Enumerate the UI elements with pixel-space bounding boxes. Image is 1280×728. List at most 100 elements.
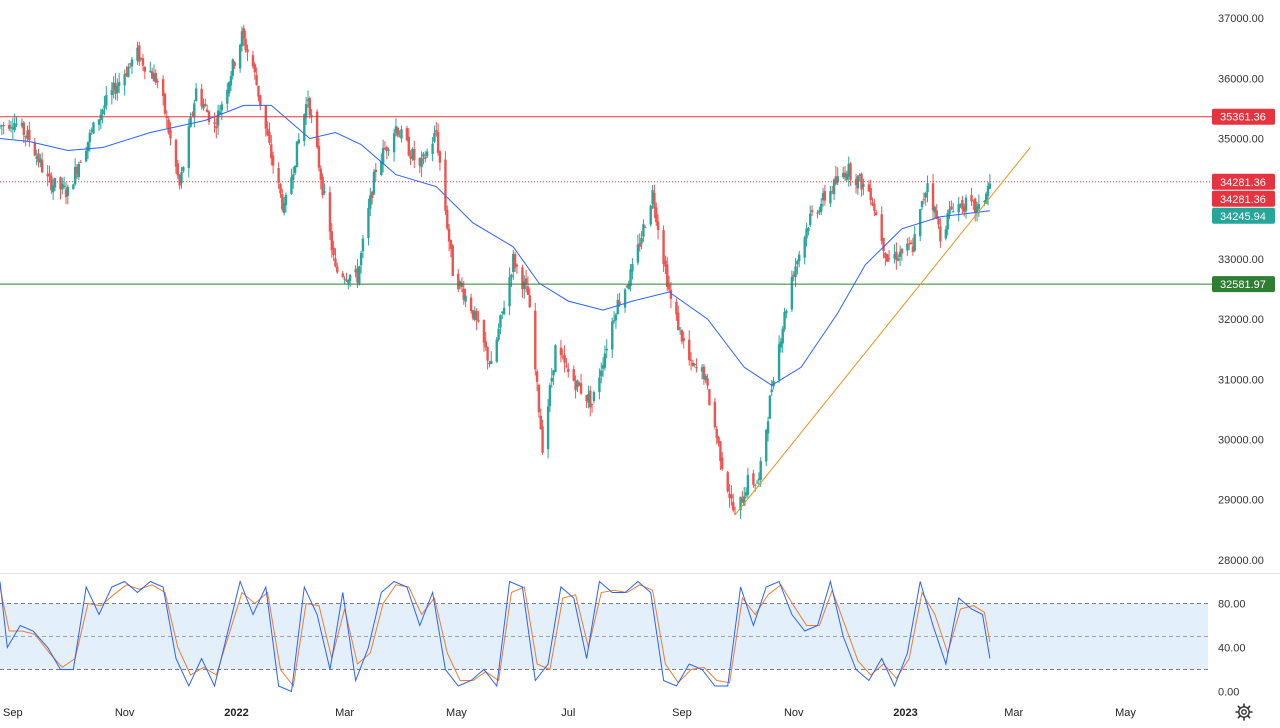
candle-body [601, 365, 605, 369]
candle-body [345, 279, 348, 281]
oscillator-axis[interactable]: 80.00 40.00 0.00 [1218, 599, 1246, 699]
candle-body [90, 130, 93, 132]
candle-body [116, 85, 119, 93]
candle-body [713, 401, 717, 428]
main-pane[interactable] [0, 24, 1280, 574]
gear-icon[interactable] [1235, 703, 1253, 721]
candle-body [193, 103, 196, 118]
candle-body [161, 79, 165, 96]
candle-body [719, 441, 722, 462]
candle-body [409, 156, 412, 159]
candle-body [321, 176, 324, 196]
candle-body [255, 75, 258, 86]
candle-body [418, 158, 421, 166]
candle-body [323, 191, 326, 193]
candle-body [266, 129, 269, 136]
candle-body [123, 74, 126, 86]
candle-body [675, 301, 678, 315]
candle-body [576, 380, 579, 388]
candle-body [739, 496, 742, 511]
time-axis[interactable]: Sep Nov 2022 Mar May Jul Sep Nov 2023 Mar May [3, 707, 1136, 719]
price-tick-label: 30000.00 [1218, 435, 1264, 447]
candle-body [293, 165, 297, 174]
candle-body [895, 251, 898, 260]
price-tag [1212, 108, 1275, 125]
candle-body [7, 124, 11, 129]
candle-body [535, 371, 539, 382]
candle-body [574, 381, 577, 391]
candle-body [348, 274, 352, 282]
candle-body [39, 158, 42, 163]
candle-body [499, 315, 502, 328]
candle-body [268, 131, 271, 143]
candle-body [59, 177, 62, 190]
candle-body [449, 239, 453, 249]
candle-body [11, 127, 15, 129]
candle-body [138, 45, 141, 62]
candle-body [101, 109, 104, 115]
candle-body [572, 369, 575, 381]
candle-body [642, 224, 645, 237]
price-tag-label: 32581.97 [1220, 279, 1266, 291]
candle-body [623, 289, 627, 308]
candle-body [35, 156, 38, 159]
candle-body [792, 274, 795, 277]
candle-body [220, 104, 224, 111]
price-tick-label: 36000.00 [1218, 73, 1264, 85]
candle-body [537, 384, 541, 413]
candle-body [961, 200, 964, 210]
candle-body [963, 206, 966, 213]
candle-body [383, 148, 387, 150]
price-tick-label: 35000.00 [1218, 133, 1264, 145]
candle-body [579, 383, 583, 394]
candle-body [612, 320, 616, 322]
candle-body [152, 73, 156, 82]
candle-body [680, 330, 684, 342]
candle-body [926, 183, 929, 193]
candle-body [381, 147, 385, 165]
candle-body [361, 238, 365, 252]
candle-body [820, 203, 823, 212]
candle-body [394, 126, 398, 133]
candle-body [715, 429, 718, 438]
candle-body [398, 136, 401, 138]
candle-body [191, 113, 194, 115]
candle-body [691, 362, 695, 366]
candle-body [202, 104, 205, 109]
candle-body [233, 62, 236, 66]
candle-body [469, 297, 473, 312]
trendline[interactable] [734, 147, 1031, 516]
candle-body [139, 58, 143, 60]
candle-body [790, 276, 794, 310]
candle-body [578, 382, 581, 386]
candle-body [488, 362, 491, 365]
candle-body [821, 193, 825, 201]
candle-body [550, 377, 553, 382]
candle-body [629, 269, 632, 287]
candle-body [592, 392, 596, 402]
candle-body [534, 310, 537, 370]
candle-body [257, 85, 260, 97]
candle-body [836, 176, 839, 183]
candle-body [154, 72, 158, 83]
candle-body [413, 148, 416, 161]
candle-body [810, 210, 814, 213]
price-tick-label: 29000.00 [1218, 495, 1264, 507]
candle-body [908, 243, 911, 245]
price-tag [1212, 207, 1275, 224]
candle-body [50, 175, 53, 191]
candle-body [585, 395, 588, 402]
candle-body [290, 177, 293, 194]
candle-body [438, 151, 442, 163]
time-tick-label: Sep [672, 707, 692, 719]
time-tick-label: Mar [335, 707, 354, 719]
candle-body [726, 472, 729, 492]
candle-body [920, 201, 924, 207]
candle-body [823, 191, 827, 201]
candle-body [688, 339, 691, 361]
candle-body [733, 513, 737, 515]
candle-body [565, 365, 568, 367]
candle-body [755, 482, 759, 484]
stochastic-pane[interactable] [0, 579, 1208, 693]
